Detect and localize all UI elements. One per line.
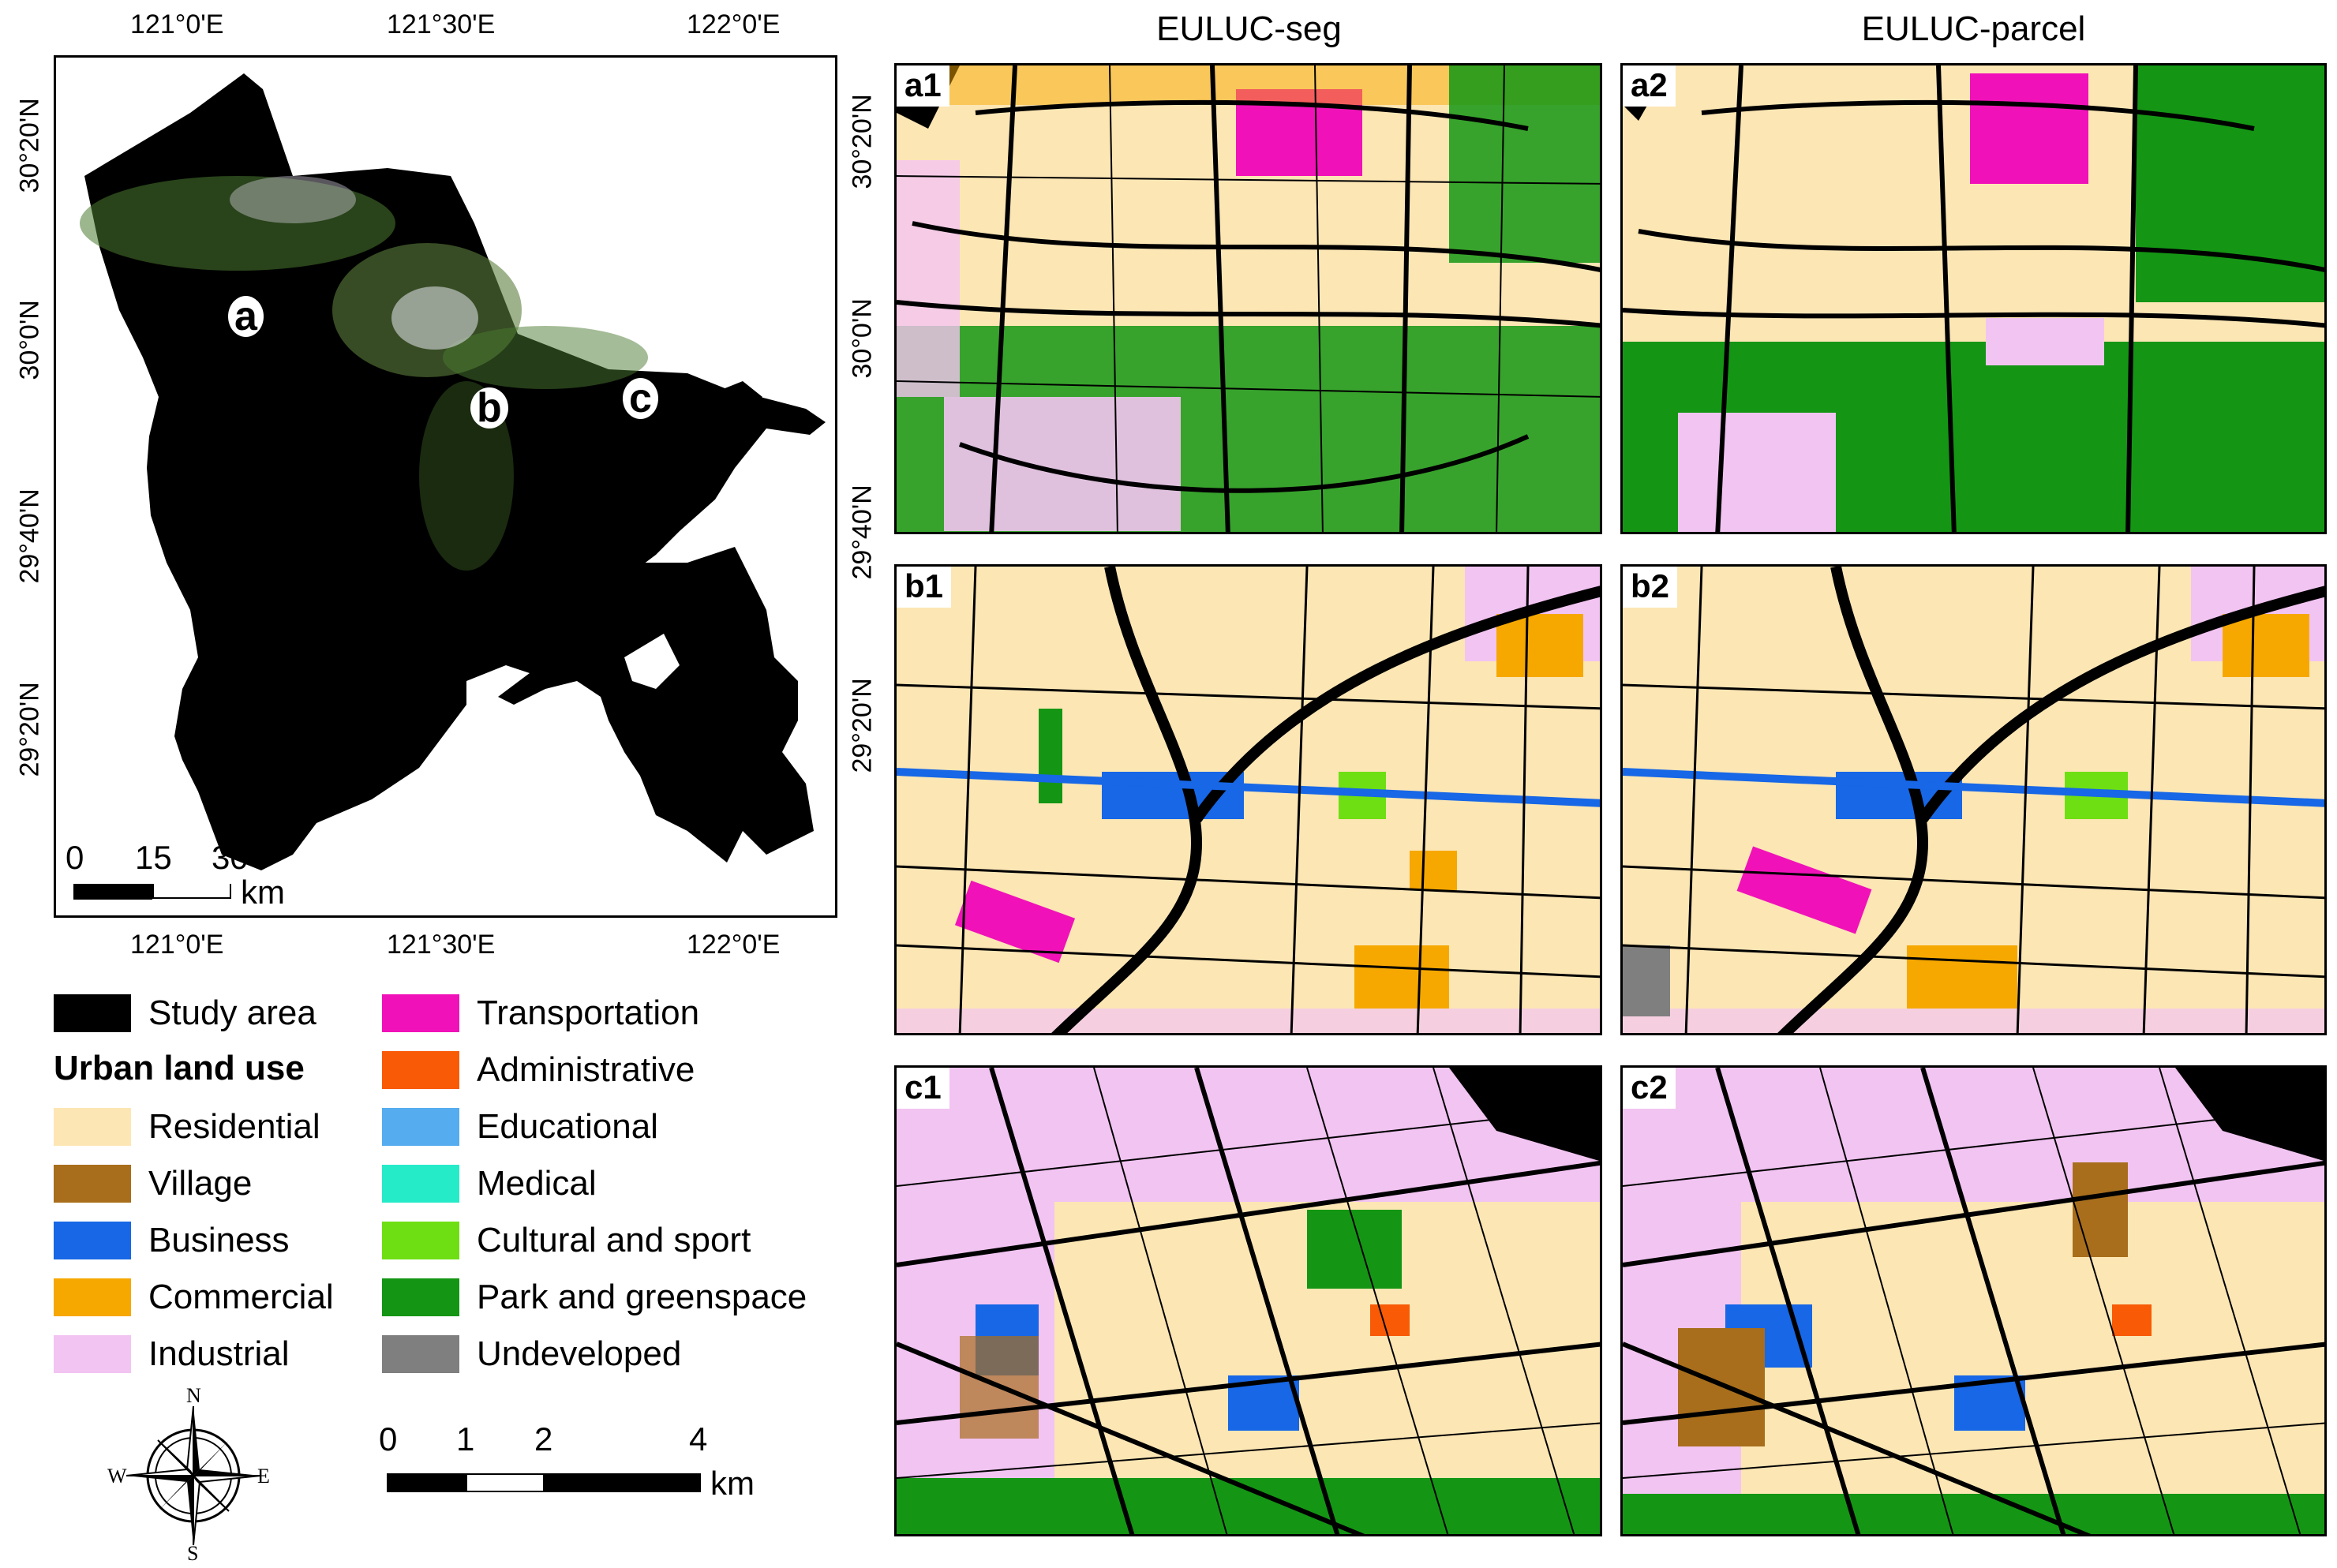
panel-a-lat-2: 30°0'N (847, 298, 878, 379)
legend-label: Educational (477, 1107, 658, 1146)
legend-label: Transportation (477, 994, 700, 1032)
lat-label-3: 29°40'N (14, 488, 45, 584)
swatch-village (54, 1165, 131, 1203)
top-lon-label-2: 121°30'E (387, 9, 496, 39)
column-title-parcel: EULUC-parcel (1861, 9, 2086, 48)
bottom-lon-label-3: 122°0'E (687, 930, 781, 960)
compass-w: W (107, 1465, 127, 1488)
legend-residential: Residential (54, 1106, 320, 1147)
legend-study-area: Study area (54, 993, 316, 1034)
top-lon-label-3: 122°0'E (687, 9, 781, 39)
legend-label: Cultural and sport (477, 1221, 751, 1259)
detail-scale-tick-4: 4 (689, 1420, 708, 1458)
legend-label: Residential (148, 1107, 320, 1146)
swatch-residential (54, 1108, 131, 1146)
overview-scale-white-segment (152, 884, 231, 899)
legend-industrial: Industrial (54, 1334, 290, 1375)
legend-label: Business (148, 1221, 290, 1259)
overview-scale-black-segment (73, 884, 152, 900)
panel-label-c2: c2 (1623, 1068, 1676, 1109)
swatch-study-area (54, 994, 131, 1032)
legend-park-greenspace: Park and greenspace (382, 1277, 807, 1318)
lat-label-1: 30°20'N (14, 98, 45, 193)
legend-label: Medical (477, 1164, 597, 1203)
study-area-shape (80, 73, 826, 870)
swatch-transportation (382, 994, 459, 1032)
legend-village: Village (54, 1163, 252, 1204)
panel-a1: a1 (894, 63, 1602, 534)
site-label-c: c (623, 378, 658, 419)
legend-administrative: Administrative (382, 1050, 695, 1091)
detail-scale-tick-1: 1 (456, 1420, 475, 1458)
panel-label-a1: a1 (897, 65, 949, 107)
swatch-industrial (54, 1335, 131, 1373)
legend-group-title: Urban land use (54, 1049, 305, 1087)
swatch-educational (382, 1108, 459, 1146)
panel-label-c1: c1 (897, 1068, 949, 1109)
legend-medical: Medical (382, 1163, 597, 1204)
panel-b1: b1 (894, 564, 1602, 1035)
legend-label: Commercial (148, 1278, 334, 1316)
legend-label: Administrative (477, 1050, 695, 1089)
swatch-undeveloped (382, 1335, 459, 1373)
legend-undeveloped: Undeveloped (382, 1334, 681, 1375)
site-label-a: a (228, 296, 264, 337)
panel-c2: c2 (1620, 1065, 2327, 1536)
lat-label-2: 30°0'N (14, 300, 45, 380)
bottom-lon-label-1: 121°0'E (130, 930, 224, 960)
swatch-administrative (382, 1051, 459, 1089)
top-lon-label-1: 121°0'E (130, 9, 224, 39)
compass-s: S (187, 1542, 199, 1565)
compass-rose-icon (125, 1405, 261, 1546)
detail-scale-bar: 0 1 2 4 km (379, 1420, 789, 1515)
site-label-b: b (470, 387, 508, 428)
overview-scale-tick-0: 0 (66, 839, 84, 876)
overview-scale-tick-15: 15 (135, 839, 172, 876)
panel-b-lat-1: 29°20'N (847, 678, 878, 773)
swatch-medical (382, 1165, 459, 1203)
overview-frame: a b c 0 15 30 km (54, 55, 837, 918)
legend-label: Undeveloped (477, 1334, 682, 1373)
detail-scale-seg-3 (543, 1473, 701, 1492)
panel-a-lat-1: 30°20'N (847, 94, 878, 189)
panel-b2: b2 (1620, 564, 2327, 1035)
column-title-seg: EULUC-seg (1156, 9, 1342, 48)
overview-scale-bar: 0 15 30 km (66, 839, 302, 911)
panel-a-lat-3: 29°40'N (847, 485, 878, 580)
swatch-cultural-sport (382, 1222, 459, 1259)
legend-label: Study area (148, 994, 316, 1032)
north-arrow-compass: N S E W (107, 1384, 276, 1565)
panel-label-b1: b1 (897, 567, 952, 608)
legend-business: Business (54, 1220, 290, 1261)
legend-cultural-sport: Cultural and sport (382, 1220, 751, 1261)
panel-label-b2: b2 (1623, 567, 1678, 608)
detail-scale-seg-1 (387, 1473, 466, 1492)
compass-n: N (186, 1384, 201, 1407)
swatch-business (54, 1222, 131, 1259)
panel-label-a2: a2 (1623, 65, 1676, 107)
legend-educational: Educational (382, 1106, 658, 1147)
lat-label-4: 29°20'N (14, 682, 45, 777)
panel-a2: a2 (1620, 63, 2327, 534)
legend-label: Village (148, 1164, 253, 1203)
legend-label: Industrial (148, 1334, 290, 1373)
detail-scale-tick-0: 0 (379, 1420, 398, 1458)
legend-label: Park and greenspace (477, 1278, 807, 1316)
overview-scale-unit: km (241, 874, 285, 911)
bottom-lon-label-2: 121°30'E (387, 930, 496, 960)
legend-transportation: Transportation (382, 993, 699, 1034)
detail-scale-seg-2 (466, 1473, 545, 1492)
overview-scale-tick-30: 30 (212, 839, 249, 876)
swatch-park-greenspace (382, 1278, 459, 1316)
panel-c1: c1 (894, 1065, 1602, 1536)
legend-commercial: Commercial (54, 1277, 334, 1318)
detail-scale-tick-2: 2 (534, 1420, 553, 1458)
swatch-commercial (54, 1278, 131, 1316)
detail-scale-unit: km (710, 1465, 755, 1502)
compass-e: E (257, 1465, 270, 1488)
